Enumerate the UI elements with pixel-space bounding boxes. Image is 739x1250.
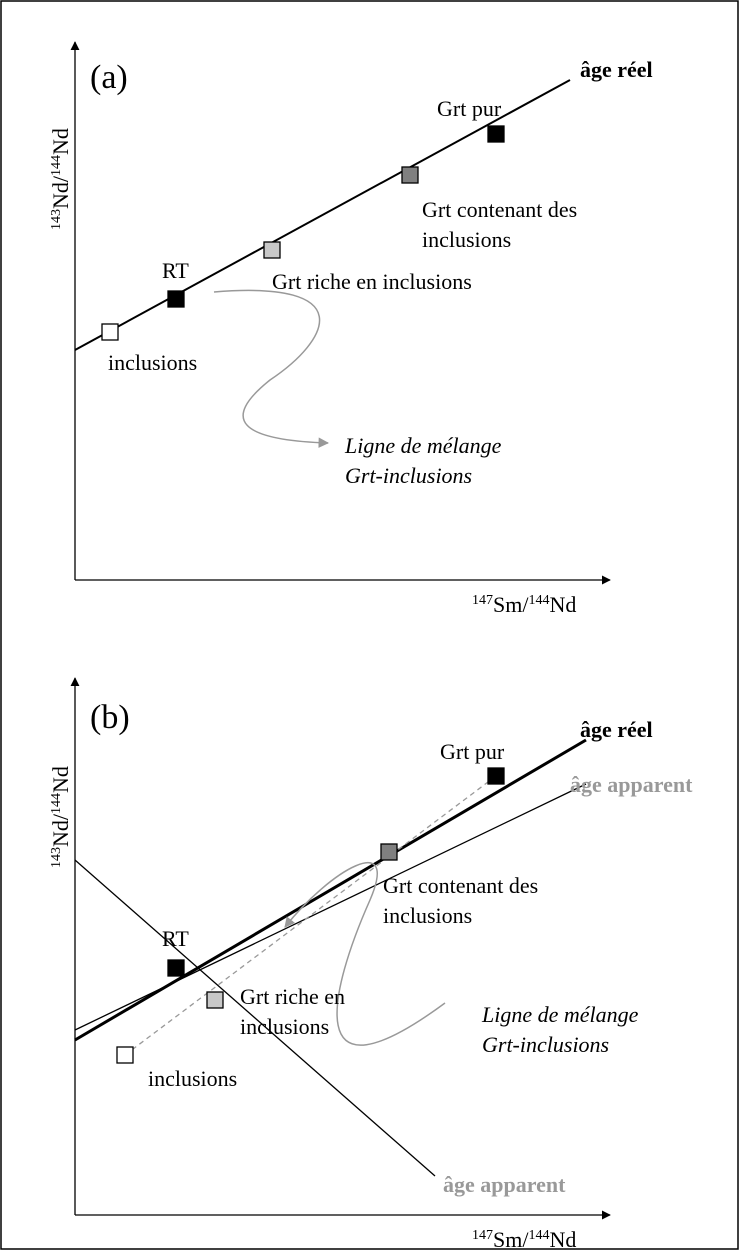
label: âge apparent [443, 1172, 566, 1197]
point [380, 843, 398, 861]
point [101, 323, 119, 341]
panel-label: (b) [90, 699, 130, 736]
x-axis-label: 147Sm/144Nd [472, 1227, 576, 1250]
label: Grt pur [440, 739, 505, 764]
label: inclusions [422, 227, 511, 252]
label: âge réel [580, 57, 653, 82]
label: inclusions [240, 1014, 329, 1039]
isochron [74, 79, 571, 351]
true-isochron [74, 738, 587, 1042]
label: Grt-inclusions [345, 463, 472, 488]
label: Grt pur [437, 96, 502, 121]
panel-b: (b) 143Nd/144Nd 147Sm/144Nd âge réel Grt… [48, 677, 693, 1250]
label: Grt contenant des [422, 197, 577, 222]
point [401, 166, 419, 184]
point [167, 959, 185, 977]
mixing-arrow [213, 289, 330, 448]
label: âge apparent [570, 772, 693, 797]
label: Ligne de mélange [344, 433, 502, 458]
label: âge réel [580, 717, 653, 742]
point [116, 1046, 134, 1064]
point [487, 767, 505, 785]
label: inclusions [108, 350, 197, 375]
point [487, 125, 505, 143]
label: RT [162, 258, 189, 283]
label: Grt contenant des [383, 873, 538, 898]
label: Grt riche en [240, 984, 345, 1009]
mixing-arrow [284, 862, 446, 1046]
label: inclusions [148, 1066, 237, 1091]
panel-label: (a) [90, 59, 128, 96]
label: Grt-inclusions [482, 1032, 609, 1057]
y-axis-label: 143Nd/144Nd [48, 766, 73, 868]
point [263, 241, 281, 259]
label: Ligne de mélange [481, 1002, 639, 1027]
panel-a: (a) 143Nd/144Nd 147Sm/144Nd âge réel Grt… [48, 41, 653, 617]
label: Grt riche en inclusions [272, 269, 472, 294]
apparent-isochron [74, 859, 436, 1177]
point [167, 290, 185, 308]
apparent-isochron [74, 783, 587, 1031]
y-axis-label: 143Nd/144Nd [48, 128, 73, 230]
point [206, 991, 224, 1009]
x-axis-label: 147Sm/144Nd [472, 592, 576, 617]
label: RT [162, 926, 189, 951]
label: inclusions [383, 903, 472, 928]
